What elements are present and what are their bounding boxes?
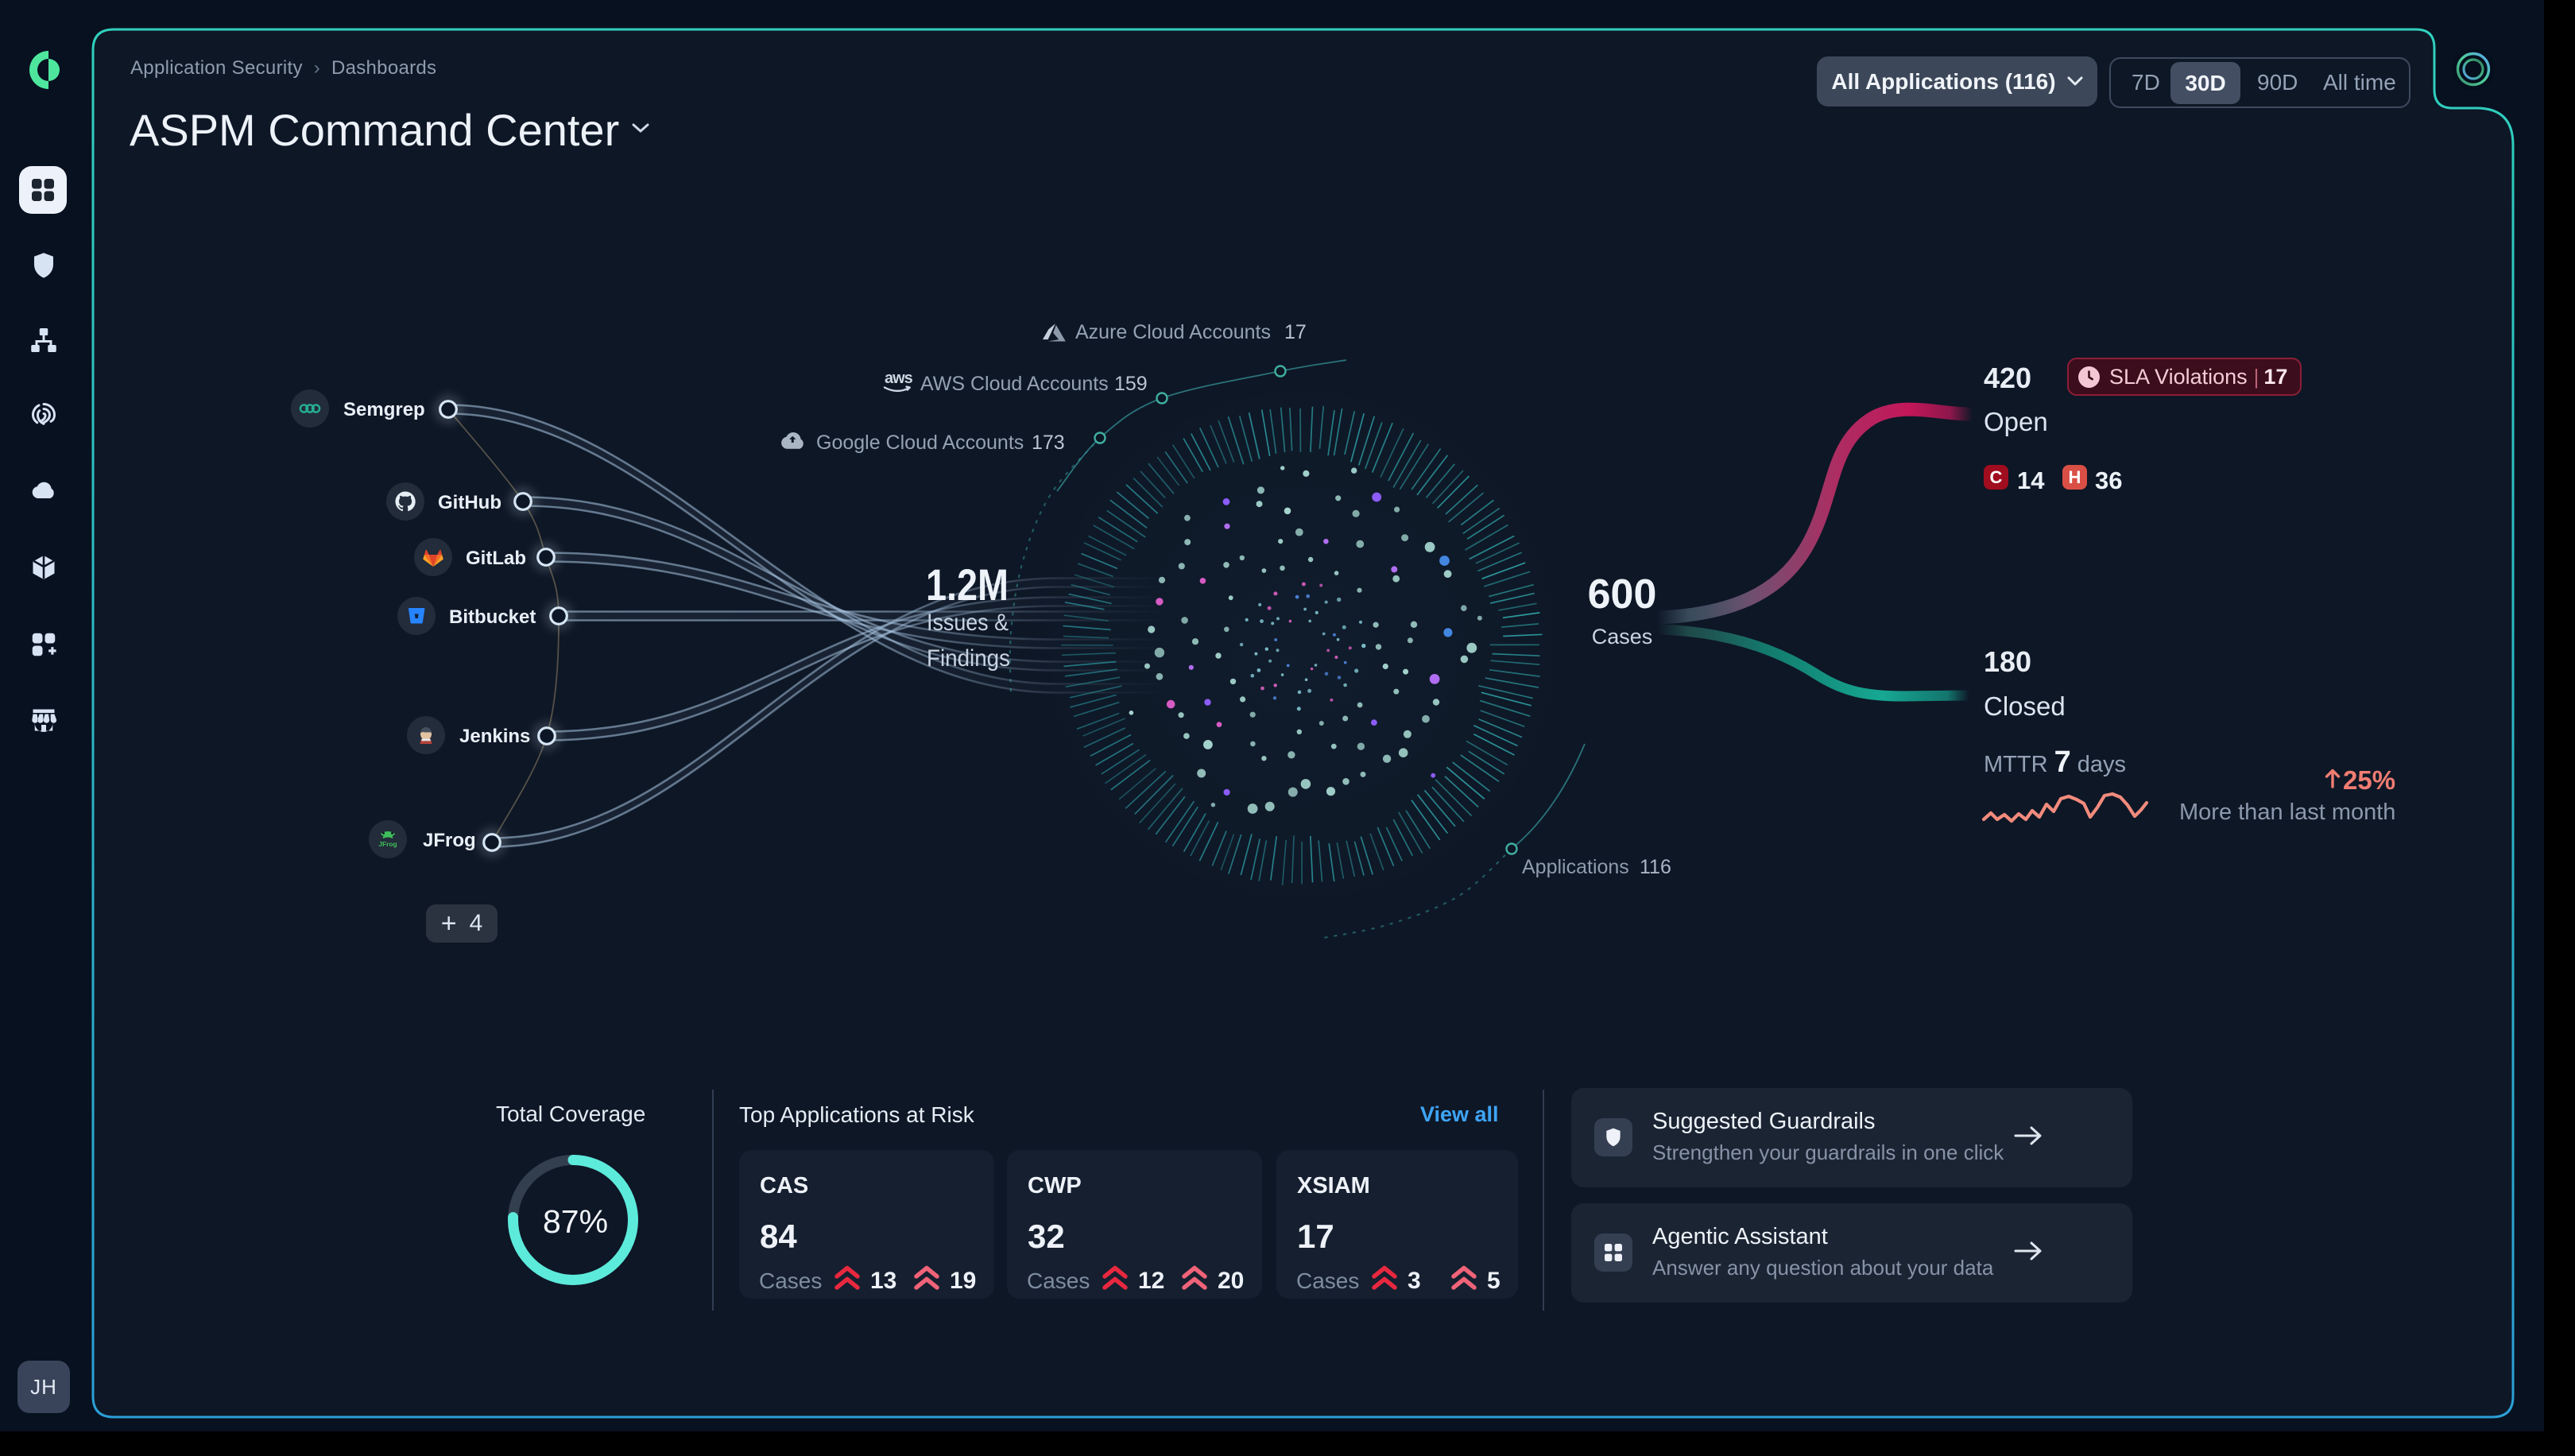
svg-text:Cases: Cases: [1592, 625, 1653, 649]
svg-text:GitHub: GitHub: [438, 492, 501, 513]
svg-text:GitLab: GitLab: [466, 548, 526, 569]
svg-text:19: 19: [950, 1268, 976, 1294]
svg-text:Bitbucket: Bitbucket: [449, 606, 536, 628]
svg-text:JFrog: JFrog: [378, 840, 397, 848]
svg-text:600: 600: [1588, 571, 1657, 618]
svg-text:AWS Cloud Accounts: AWS Cloud Accounts: [920, 373, 1109, 395]
svg-text:Issues &: Issues &: [927, 610, 1009, 636]
svg-text:Applications: Applications: [1522, 856, 1629, 878]
svg-text:17: 17: [1284, 321, 1307, 343]
svg-text:12: 12: [1138, 1268, 1164, 1294]
svg-text:Google Cloud Accounts: Google Cloud Accounts: [816, 432, 1024, 454]
svg-text:159: 159: [1114, 373, 1148, 395]
svg-text:Semgrep: Semgrep: [343, 399, 425, 420]
svg-text:5: 5: [1487, 1268, 1500, 1294]
svg-text:13: 13: [870, 1268, 896, 1294]
svg-text:Findings: Findings: [927, 645, 1010, 672]
svg-text:1.2M: 1.2M: [926, 560, 1009, 610]
svg-text:aws: aws: [885, 370, 913, 387]
svg-text:Azure Cloud Accounts: Azure Cloud Accounts: [1075, 321, 1271, 343]
svg-text:Jenkins: Jenkins: [459, 726, 530, 747]
svg-text:116: 116: [1640, 856, 1671, 878]
svg-text:3: 3: [1408, 1268, 1421, 1294]
svg-text:JFrog: JFrog: [423, 830, 476, 851]
svg-text:20: 20: [1218, 1268, 1244, 1294]
svg-text:173: 173: [1032, 432, 1065, 454]
